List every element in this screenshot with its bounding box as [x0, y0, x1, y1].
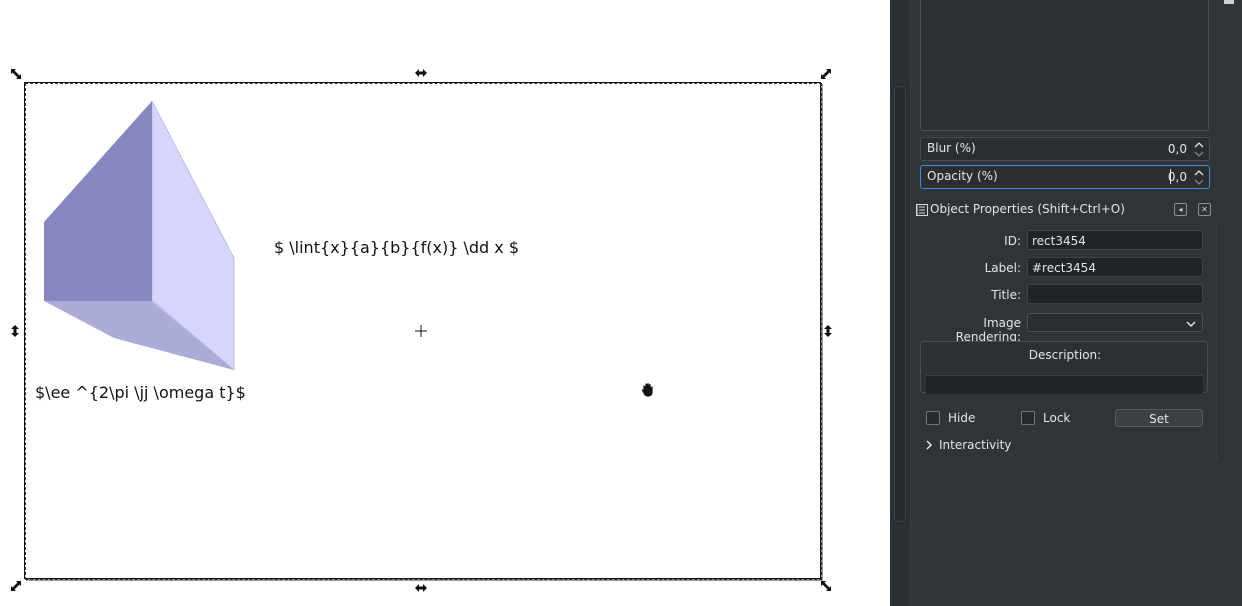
drawing-canvas[interactable]: $ \lint{x}{a}{b}{f(x)} \dd x $ $\ee ^{2\… [0, 0, 890, 606]
scale-handle-top-left[interactable] [9, 67, 23, 81]
chevron-down-icon[interactable] [1186, 318, 1196, 328]
selection-bounding-box [25, 83, 822, 580]
prism-left-face [44, 101, 152, 301]
object-properties-title: Object Properties (Shift+Ctrl+O) [930, 202, 1125, 216]
hide-label[interactable]: Hide [948, 411, 976, 425]
dock-scrollbar[interactable] [894, 86, 906, 522]
id-field[interactable]: rect3454 [1027, 230, 1203, 250]
id-label: ID: [1004, 234, 1021, 248]
blur-spinbox[interactable]: Blur (%) 0,0 [920, 137, 1210, 161]
description-textarea[interactable] [926, 375, 1203, 394]
opacity-value[interactable]: 0,0 [1167, 170, 1187, 184]
page-border [24, 82, 821, 579]
filter-preview-area [920, 0, 1209, 131]
label-label: Label: [984, 261, 1021, 275]
blur-value[interactable]: 0,0 [1167, 142, 1187, 156]
hand-cursor-icon [639, 381, 657, 399]
rotation-center-icon[interactable] [415, 325, 427, 337]
scale-handle-bottom[interactable] [414, 581, 428, 595]
interactivity-label: Interactivity [939, 438, 1012, 452]
opacity-label: Opacity (%) [927, 169, 998, 183]
hide-checkbox[interactable] [926, 411, 940, 425]
title-label: Title: [991, 288, 1021, 302]
prism-bottom-face [44, 301, 234, 370]
prism-shape[interactable] [0, 0, 890, 606]
latex-integral-text[interactable]: $ \lint{x}{a}{b}{f(x)} \dd x $ [274, 238, 520, 257]
close-icon[interactable]: ✕ [1198, 203, 1211, 216]
opacity-stepper-icon[interactable] [1193, 167, 1205, 187]
scale-handle-bottom-left[interactable] [9, 579, 23, 593]
float-panel-icon[interactable]: ◂ [1174, 203, 1187, 216]
description-label: Description: [1028, 348, 1102, 362]
scale-handle-right[interactable] [821, 324, 835, 338]
scale-handle-top[interactable] [414, 66, 428, 80]
scale-handle-bottom-right[interactable] [819, 579, 833, 593]
lock-label[interactable]: Lock [1043, 411, 1071, 425]
opacity-spinbox[interactable]: Opacity (%) 0,0 [920, 165, 1210, 189]
image-rendering-label: Image Rendering: [955, 316, 1021, 344]
object-properties-icon [915, 204, 928, 216]
text-caret [1170, 169, 1171, 184]
dock-divider [910, 0, 911, 606]
chevron-right-icon[interactable] [924, 439, 934, 451]
interactivity-expander[interactable]: Interactivity [922, 437, 1122, 455]
description-frame: Description: [920, 341, 1208, 394]
image-rendering-select[interactable] [1027, 313, 1203, 332]
set-button[interactable]: Set [1115, 409, 1203, 427]
label-field[interactable]: #rect3454 [1027, 257, 1203, 277]
scale-handle-top-right[interactable] [819, 67, 833, 81]
title-field[interactable] [1027, 284, 1203, 304]
object-properties-header[interactable]: Object Properties (Shift+Ctrl+O) ◂ ✕ [912, 200, 1214, 220]
scale-handle-left[interactable] [8, 324, 22, 338]
top-right-indicator [1224, 0, 1234, 4]
blur-label: Blur (%) [927, 141, 976, 155]
blur-stepper-icon[interactable] [1193, 139, 1205, 159]
lock-checkbox[interactable] [1021, 411, 1035, 425]
latex-exponent-text[interactable]: $\ee ^{2\pi \jj \omega t}$ [35, 383, 246, 402]
